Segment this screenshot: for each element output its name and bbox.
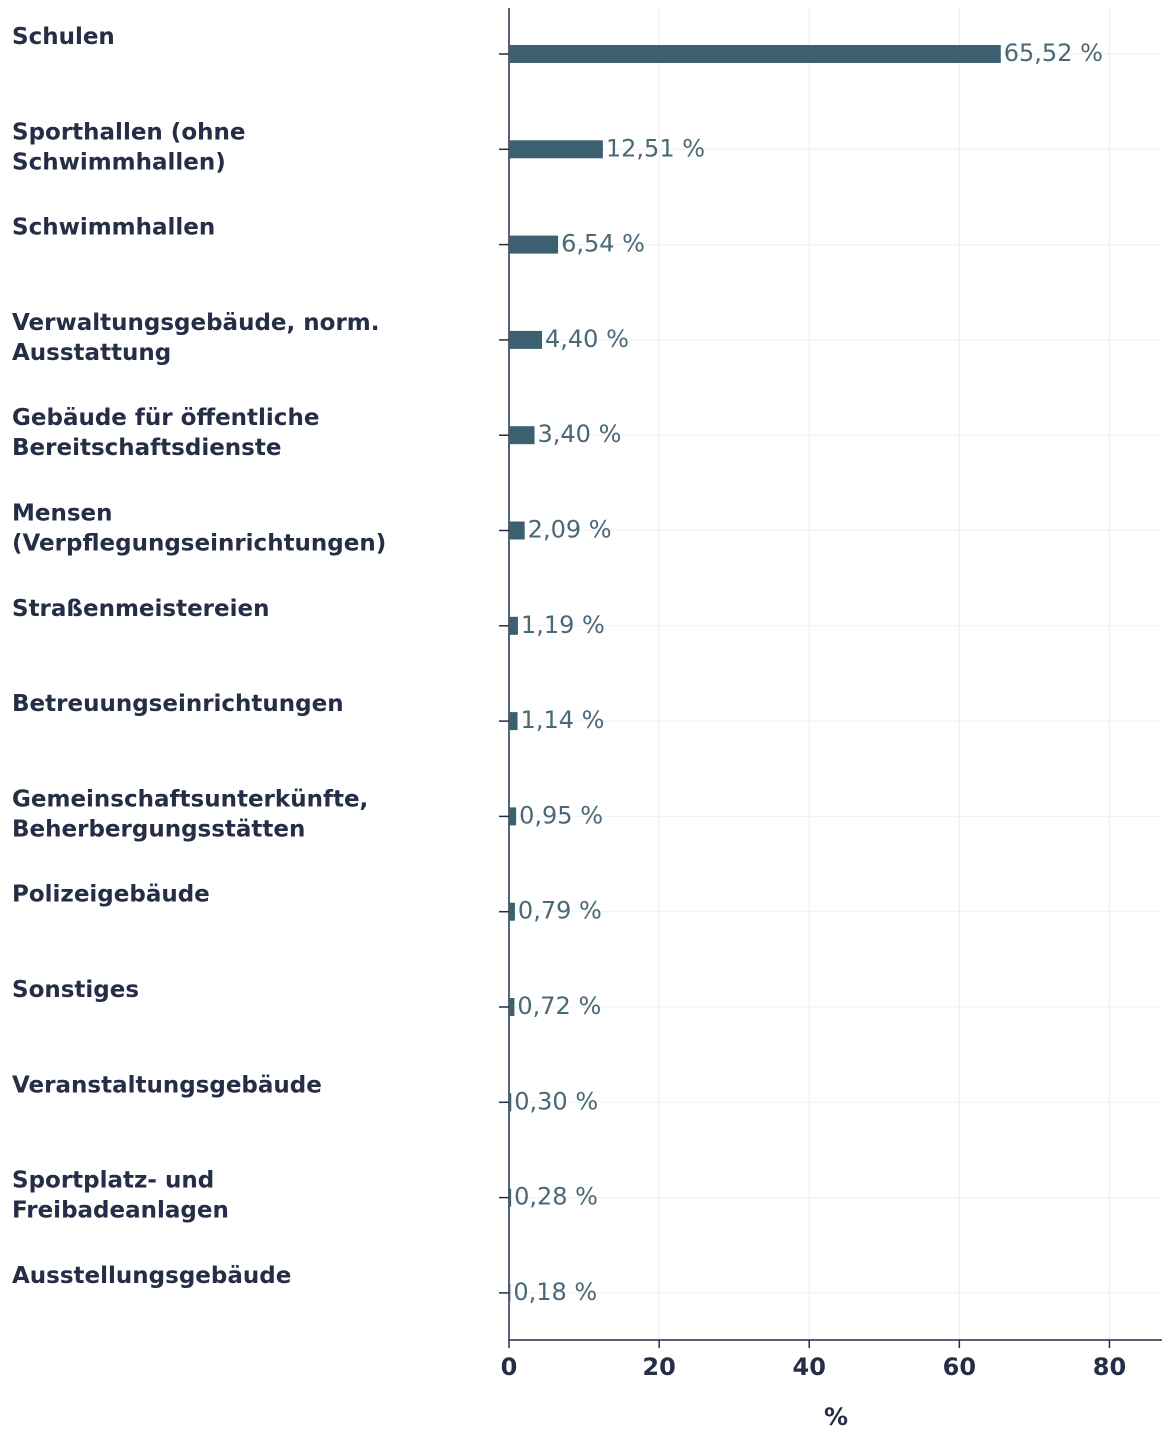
bar (509, 140, 603, 159)
bar (509, 235, 559, 254)
bar (509, 807, 517, 826)
bar (509, 1188, 512, 1207)
y-tick-label: Betreuungseinrichtungen (12, 691, 344, 717)
y-tick-label: Straßenmeistereien (12, 596, 269, 622)
x-tick-label: 60 (943, 1353, 976, 1381)
y-tick-label: Mensen (Verpflegungseinrichtungen) (12, 501, 386, 557)
value-label: 0,72 % (517, 992, 601, 1020)
bar (509, 616, 518, 635)
value-label: 1,19 % (521, 611, 605, 639)
x-tick-label: 80 (1093, 1353, 1126, 1381)
y-tick-label: Ausstellungsgebäude (12, 1263, 291, 1289)
bar (509, 712, 518, 731)
y-tick-label: Sporthallen (ohne Schwimmhallen) (12, 119, 245, 175)
value-label: 1,14 % (521, 706, 605, 734)
value-label: 2,09 % (528, 516, 612, 544)
x-tick-label: 40 (793, 1353, 826, 1381)
bar (509, 998, 515, 1016)
y-tick-label: Polizeigebäude (12, 882, 210, 908)
value-label: 0,28 % (514, 1183, 598, 1211)
y-tick-label: Verwaltungsgebäude, norm. Ausstattung (12, 310, 379, 366)
y-tick-label: Schulen (12, 24, 115, 50)
y-tick-label: Veranstaltungsgebäude (12, 1072, 322, 1098)
value-label: 0,30 % (514, 1087, 598, 1115)
value-label: 4,40 % (545, 325, 629, 353)
y-tick-label: Gemeinschaftsunterkünfte, Beherbergungsst… (12, 786, 368, 842)
x-axis-title: % (824, 1403, 848, 1431)
bar (509, 426, 535, 445)
bar (509, 1093, 512, 1112)
value-label: 0,95 % (519, 801, 603, 829)
x-tick-label: 0 (501, 1353, 518, 1381)
value-label: 0,79 % (518, 897, 602, 925)
bar (509, 330, 543, 349)
bar (509, 521, 525, 540)
y-tick-label: Sportplatz- und Freibadeanlagen (12, 1168, 229, 1224)
value-label: 3,40 % (538, 420, 622, 448)
bar (509, 1283, 511, 1302)
value-label: 12,51 % (606, 134, 705, 162)
y-tick-label: Schwimmhallen (12, 215, 215, 241)
bar (509, 45, 1001, 63)
value-label: 6,54 % (561, 230, 645, 258)
value-label: 0,18 % (513, 1278, 597, 1306)
y-tick-label: Gebäude für öffentliche Bereitschaftsdien… (12, 405, 319, 461)
bar (509, 902, 515, 921)
x-tick-label: 20 (642, 1353, 675, 1381)
y-tick-label: Sonstiges (12, 977, 139, 1003)
value-label: 65,52 % (1004, 39, 1103, 67)
